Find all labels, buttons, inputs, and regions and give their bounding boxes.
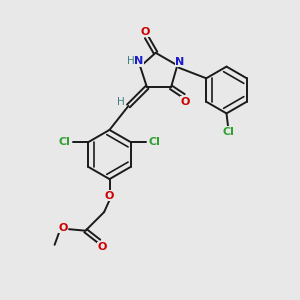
Text: H: H (117, 98, 125, 107)
Text: Cl: Cl (58, 137, 70, 147)
Text: Cl: Cl (222, 127, 234, 137)
Text: O: O (180, 97, 190, 107)
Text: N: N (134, 56, 143, 66)
Text: H: H (128, 56, 135, 66)
Text: N: N (175, 57, 184, 67)
Text: Cl: Cl (149, 137, 161, 147)
Text: O: O (58, 223, 68, 233)
Text: O: O (97, 242, 107, 252)
Text: O: O (105, 190, 114, 201)
Text: O: O (140, 27, 150, 37)
